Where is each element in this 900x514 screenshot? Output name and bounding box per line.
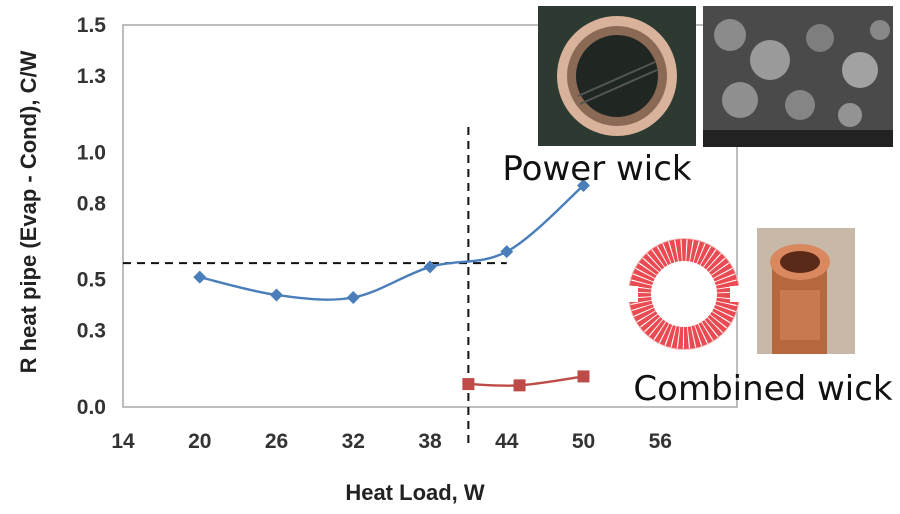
power-wick-data-point: [346, 290, 360, 304]
power-wick-label: Power wick: [502, 149, 692, 189]
power-wick-data-point: [423, 260, 437, 274]
y-tick-label: 0.0: [77, 396, 106, 419]
power-wick-data-point: [577, 178, 590, 192]
power-wick-data-point: [500, 245, 514, 259]
power-wick-data-point: [270, 288, 283, 302]
x-axis-title: Heat Load, W: [345, 480, 485, 505]
y-tick-label: 1.5: [77, 14, 107, 37]
y-tick-label: 0.3: [77, 320, 106, 343]
combined-wick-data-point: [462, 378, 475, 391]
y-tick-label: 1.0: [77, 141, 106, 164]
power-wick-data-point: [193, 270, 207, 284]
combined-wick-data-point: [513, 379, 526, 392]
x-tick-label: 56: [649, 430, 672, 453]
x-tick-label: 32: [342, 430, 365, 453]
y-tick-label: 1.3: [77, 65, 106, 88]
x-tick-label: 38: [418, 430, 442, 453]
power-wick-sem-micrograph: [703, 6, 893, 147]
y-tick-label: 0.5: [77, 269, 107, 292]
power-wick-cross-section-photo: [538, 6, 696, 146]
x-tick-label: 20: [188, 430, 211, 453]
combined-wick-diagram: [624, 238, 744, 350]
x-tick-label: 14: [111, 430, 135, 453]
y-tick-label: 0.8: [77, 192, 107, 215]
x-tick-label: 50: [572, 430, 595, 453]
combined-wick-pipe-photo: [757, 228, 855, 354]
y-axis-title: R heat pipe (Evap - Cond), C/W: [16, 50, 41, 373]
combined-wick-data-point: [577, 370, 590, 383]
combined-wick-label: Combined wick: [633, 369, 892, 409]
x-tick-label: 44: [495, 430, 519, 453]
x-tick-label: 26: [265, 430, 288, 453]
